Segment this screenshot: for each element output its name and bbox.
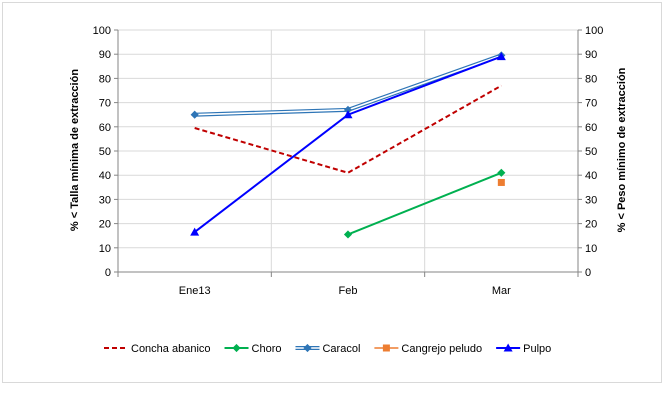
chart-border [2,2,662,383]
series-cangrejo-peludo [497,178,505,186]
y-right-tick-label: 60 [585,122,597,134]
y-left-tick-label: 90 [99,49,111,61]
y-left-tick-label: 100 [93,25,111,37]
y-right-tick-label: 0 [585,267,591,279]
data-point-cangrejo-peludo [497,178,505,186]
data-point-pulpo [496,52,506,61]
y-left-tick-label: 80 [99,73,111,85]
series-pulpo [190,52,506,236]
legend-marker-caracol [303,343,312,353]
legend-label: Cangrejo peludo [401,343,482,355]
y-left-tick-label: 30 [99,194,111,206]
y-left-tick-label: 70 [99,98,111,110]
data-point-choro [497,168,506,177]
y-left-tick-label: 40 [99,170,111,182]
y-axis-left-label: % < Talla mínima de extracción [69,69,81,231]
series-group [190,51,506,239]
gridlines [118,29,578,272]
y-right-tick-label: 40 [585,170,597,182]
y-right-tick-label: 80 [585,73,597,85]
y-right-tick-label: 90 [585,49,597,61]
y-left-tick-label: 60 [99,122,111,134]
legend-item-choro: Choro [224,343,282,355]
axes: 0 0 10 10 20 20 30 30 40 40 50 50 60 60 70 70 80 80 90 90 10… [93,25,604,297]
x-tick-label: Mar [492,285,511,297]
legend-marker-pulpo [503,343,513,352]
y-right-tick-label: 10 [585,243,597,255]
data-point-choro [343,230,353,239]
y-right-tick-label: 20 [585,219,597,231]
x-tick-label: Ene13 [179,285,211,297]
series-choro [343,168,506,239]
y-right-tick-label: 30 [585,194,597,206]
legend-marker-cangrejo-peludo [382,344,390,352]
data-point-pulpo [343,110,353,119]
legend-label: Choro [252,343,282,355]
legend-item-cangrejo-peludo: Cangrejo peludo [374,343,482,355]
y-right-tick-label: 100 [585,25,603,37]
legend-marker-choro [232,343,241,353]
series-caracol [190,51,506,119]
y-right-tick-label: 70 [585,98,597,110]
y-axis-right-label: % < Peso mínimo de extracción [616,67,628,232]
legend-item-concha-abanico: Concha abanico [104,343,211,355]
data-point-caracol [190,110,199,119]
y-left-tick-label: 0 [105,267,111,279]
y-left-tick-label: 50 [99,146,111,158]
y-right-tick-label: 50 [585,146,597,158]
legend-item-caracol: Caracol [295,343,360,355]
x-tick-label: Feb [339,285,358,297]
legend: Concha abanico Choro Caracol Cangrejo pelud… [104,343,551,355]
legend-label: Pulpo [523,343,551,355]
data-point-pulpo [190,227,200,236]
legend-label: Concha abanico [131,343,211,355]
y-left-tick-label: 10 [99,243,111,255]
legend-item-pulpo: Pulpo [496,343,551,355]
y-left-tick-label: 20 [99,219,111,231]
series-line-choro [347,171,502,236]
legend-label: Caracol [322,343,360,355]
